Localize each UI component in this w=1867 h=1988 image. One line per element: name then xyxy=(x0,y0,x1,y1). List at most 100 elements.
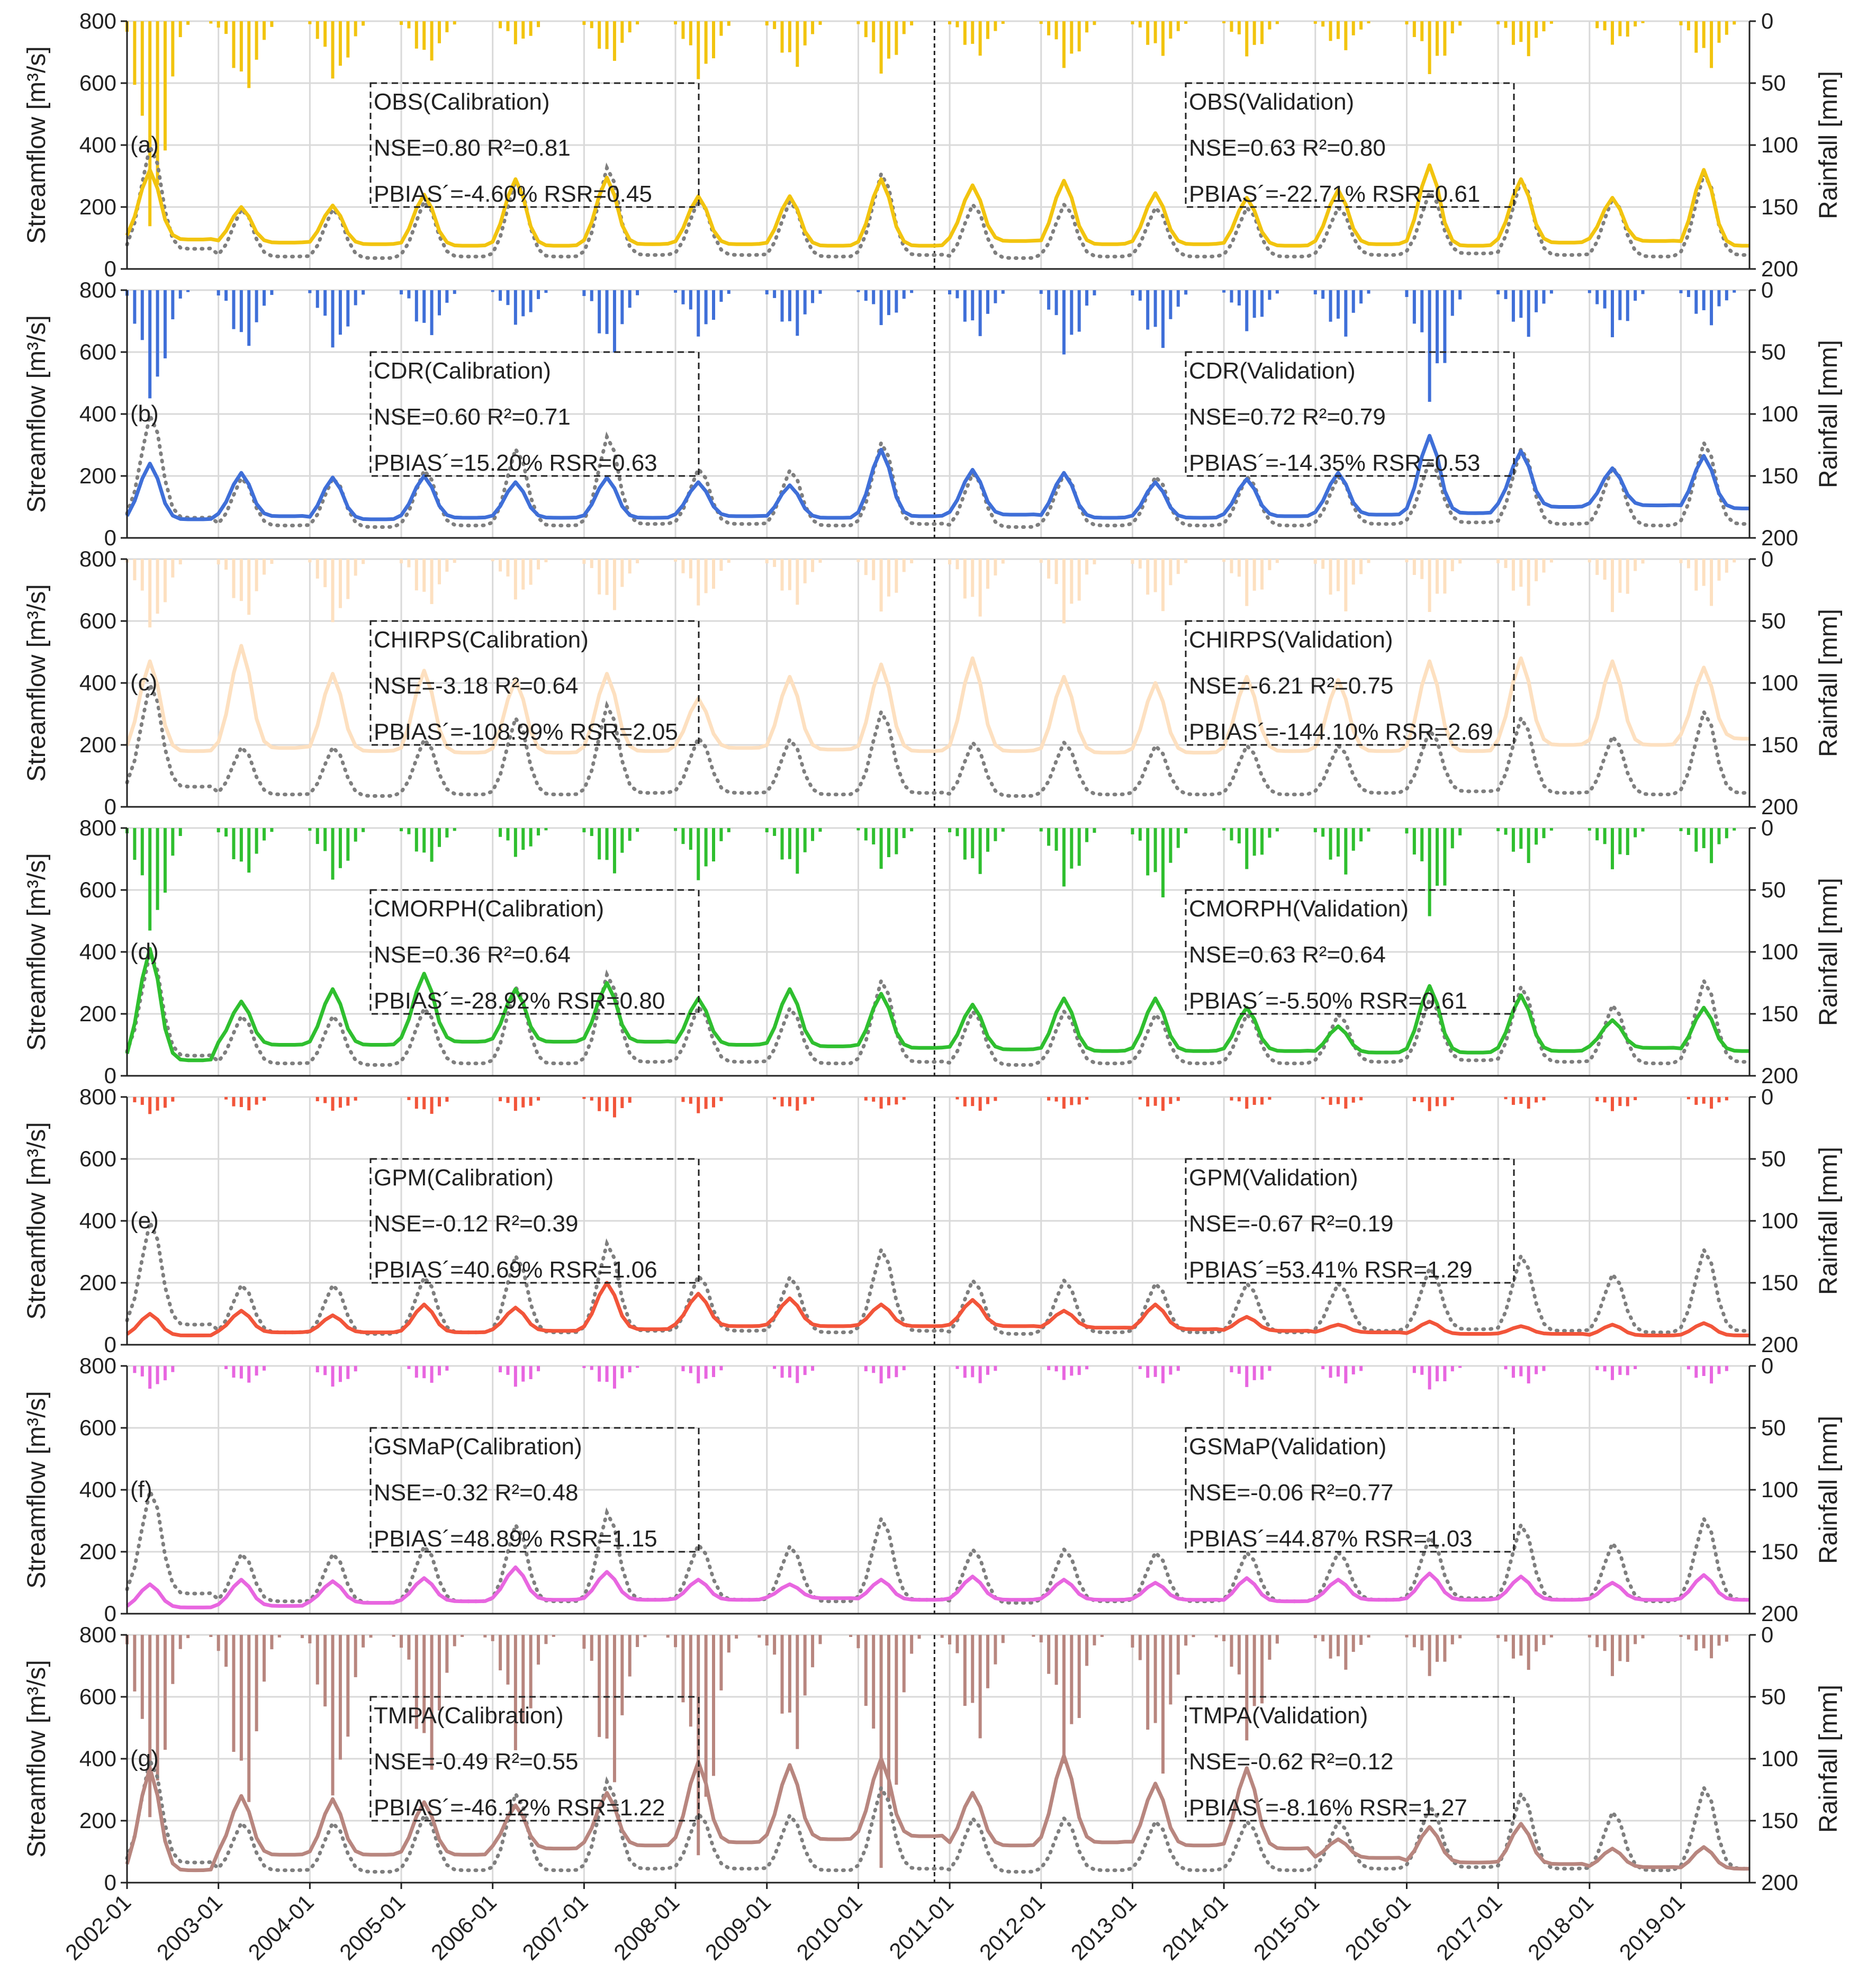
simulated-streamflow-line xyxy=(125,1753,1749,1873)
rainfall-bar xyxy=(1595,559,1599,575)
rainfall-bar xyxy=(186,1635,190,1639)
rainfall-bar xyxy=(140,828,144,876)
rainfall-bar xyxy=(910,828,914,832)
rainfall-bar xyxy=(1610,1097,1614,1111)
calibration-title: GPM(Calibration) xyxy=(374,1165,554,1191)
rainfall-bar xyxy=(978,559,982,617)
rainfall-bar xyxy=(1146,559,1150,595)
rainfall-bar xyxy=(1588,290,1591,293)
rainfall-bar xyxy=(1458,1366,1462,1368)
rainfall-bar xyxy=(263,21,266,40)
rainfall-bar xyxy=(263,559,266,575)
rainfall-bar xyxy=(1367,21,1370,24)
rainfall-bar xyxy=(1603,828,1607,844)
y2-tick-label: 100 xyxy=(1761,939,1798,964)
rainfall-bar xyxy=(612,559,616,610)
rainfall-bar xyxy=(461,1635,464,1637)
rainfall-bar xyxy=(1138,1097,1142,1100)
rainfall-bar xyxy=(1176,290,1180,307)
rainfall-bar xyxy=(1405,290,1409,297)
y-tick-label: 600 xyxy=(79,70,116,95)
rainfall-bar xyxy=(963,828,967,860)
rainfall-bar xyxy=(521,1097,525,1108)
y-tick-label: 0 xyxy=(104,256,116,281)
rainfall-bar xyxy=(247,290,251,346)
rainfall-bar xyxy=(780,559,784,591)
rainfall-bar xyxy=(971,21,975,44)
rainfall-bar xyxy=(986,559,990,589)
validation-title: CHIRPS(Validation) xyxy=(1189,627,1393,653)
rainfall-bar xyxy=(994,290,997,303)
rainfall-bar xyxy=(1245,1366,1249,1387)
rainfall-bar xyxy=(308,559,312,563)
rainfall-bar xyxy=(247,1097,251,1111)
panel-label: (d) xyxy=(130,939,159,965)
rainfall-bar xyxy=(1237,1635,1241,1675)
validation-title: GPM(Validation) xyxy=(1189,1165,1358,1191)
rainfall-bar xyxy=(529,1366,533,1379)
rainfall-bar xyxy=(895,21,898,55)
rainfall-bar xyxy=(986,828,990,852)
rainfall-bar xyxy=(1618,1366,1622,1375)
y2-tick-label: 200 xyxy=(1761,794,1798,819)
rainfall-bar xyxy=(1519,1097,1523,1104)
rainfall-bar xyxy=(1702,290,1706,310)
rainfall-bar xyxy=(1626,1635,1629,1662)
rainfall-bar xyxy=(971,1635,975,1703)
rainfall-bar xyxy=(765,21,769,26)
y-tick-label: 0 xyxy=(104,1332,116,1357)
rainfall-bar xyxy=(895,559,898,593)
y2-tick-label: 50 xyxy=(1761,1415,1786,1440)
rainfall-bar xyxy=(308,290,312,293)
validation-title: TMPA(Validation) xyxy=(1189,1703,1368,1729)
y-tick-label: 0 xyxy=(104,1870,116,1895)
rainfall-bar xyxy=(133,290,137,324)
rainfall-bar xyxy=(902,559,906,572)
rainfall-bar xyxy=(971,828,975,859)
rainfall-bar xyxy=(628,1635,632,1677)
rainfall-bar xyxy=(605,1635,609,1739)
rainfall-bar xyxy=(1351,1635,1355,1652)
rainfall-bar xyxy=(1344,21,1348,50)
rainfall-bar xyxy=(712,1097,716,1108)
rainfall-bar xyxy=(719,1366,723,1371)
rainfall-bar xyxy=(887,1366,890,1379)
rainfall-bar xyxy=(186,21,190,25)
rainfall-bar xyxy=(1245,559,1249,606)
rainfall-bar xyxy=(331,1366,335,1387)
rainfall-bar xyxy=(338,1635,342,1760)
rainfall-bar xyxy=(598,21,601,49)
rainfall-bar xyxy=(994,559,997,575)
rainfall-bar xyxy=(1093,559,1096,564)
rainfall-bar xyxy=(544,1635,548,1644)
rainfall-bar xyxy=(255,1635,258,1732)
rainfall-bar xyxy=(1321,1366,1325,1370)
calibration-stats-box xyxy=(369,82,700,208)
rainfall-bar xyxy=(163,828,167,893)
rainfall-bar xyxy=(1535,1366,1538,1374)
rainfall-bar xyxy=(780,1635,784,1714)
rainfall-bar xyxy=(1549,21,1553,24)
rainfall-bar xyxy=(1420,290,1424,332)
rainfall-bar xyxy=(1321,828,1325,837)
rainfall-bar xyxy=(612,290,616,353)
rainfall-bar xyxy=(1252,1097,1256,1105)
rainfall-bar xyxy=(803,21,807,46)
rainfall-bar xyxy=(133,21,137,85)
rainfall-bar xyxy=(499,290,502,301)
rainfall-bar xyxy=(247,21,251,88)
rainfall-bar xyxy=(537,1635,540,1665)
rainfall-bar xyxy=(1535,290,1538,312)
rainfall-bar xyxy=(620,290,624,325)
rainfall-bar xyxy=(232,559,236,598)
rainfall-bar xyxy=(986,290,990,314)
calibration-pbias-rsr: PBIAS´=-4.60% RSR=0.45 xyxy=(374,181,652,207)
rainfall-bar xyxy=(1641,290,1645,294)
rainfall-bar xyxy=(887,828,890,858)
rainfall-bar xyxy=(1702,1366,1706,1376)
rainfall-bar xyxy=(1230,21,1233,32)
rainfall-bar xyxy=(178,290,182,299)
rainfall-bar xyxy=(849,1635,853,1637)
rainfall-bar xyxy=(856,290,860,292)
